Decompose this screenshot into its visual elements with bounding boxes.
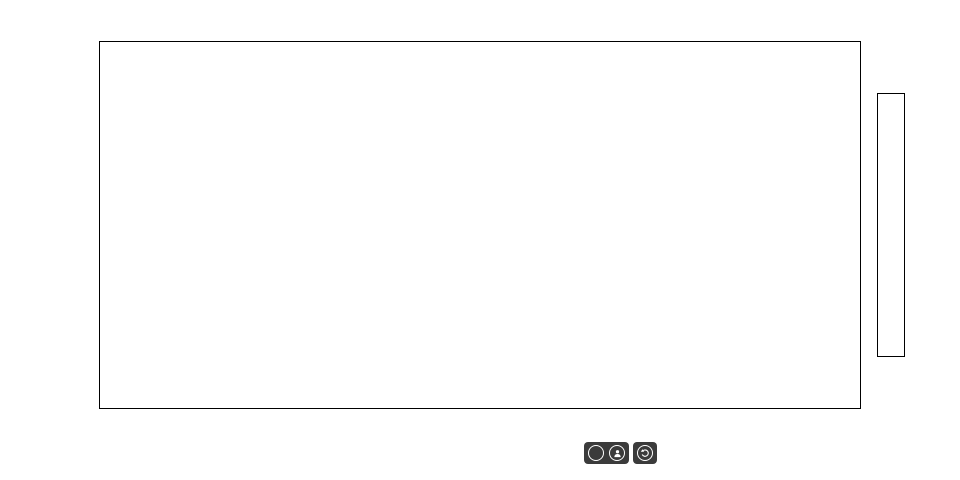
cc-item — [588, 445, 604, 462]
cc-sa-badge — [633, 442, 657, 464]
cc-license-badges — [584, 442, 657, 464]
by-item — [609, 445, 625, 462]
plot-area — [99, 41, 861, 409]
cc-by-badge — [584, 442, 629, 464]
cc-by-person-icon — [609, 445, 625, 461]
cc-sa-arrow-icon — [637, 445, 653, 461]
cc-logo-icon — [588, 445, 604, 461]
colorbar-canvas — [878, 94, 904, 356]
heatmap-canvas — [100, 42, 860, 408]
sa-item — [637, 445, 653, 462]
